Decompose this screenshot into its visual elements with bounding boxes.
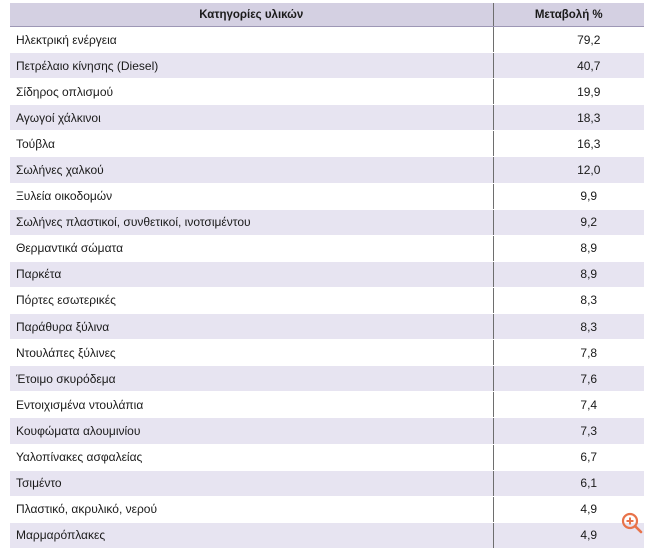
change-cell: 19,9 bbox=[492, 78, 644, 106]
table-row: Πετρέλαιο κίνησης (Diesel) 40,7 bbox=[10, 52, 644, 80]
change-cell: 7,4 bbox=[492, 391, 644, 419]
zoom-in-button[interactable] bbox=[620, 511, 644, 535]
category-cell: Παράθυρα ξύλινα bbox=[10, 313, 493, 341]
header-category: Κατηγορίες υλικών bbox=[10, 3, 493, 27]
category-cell: Τούβλα bbox=[10, 130, 493, 158]
table-row: Παρκέτα 8,9 bbox=[10, 261, 644, 288]
table-row: Τσιμέντο 6,1 bbox=[10, 470, 644, 497]
table-row: Υαλοπίνακες ασφαλείας 6,7 bbox=[10, 444, 644, 471]
table-row: Σίδηρος οπλισμού 19,9 bbox=[10, 78, 644, 106]
table-row: Θερμαντικά σώματα 8,9 bbox=[10, 235, 644, 262]
materials-price-change-table: Κατηγορίες υλικών Μεταβολή % Ηλεκτρική ε… bbox=[10, 3, 644, 549]
table-row: Αγωγοί χάλκινοι 18,3 bbox=[10, 104, 644, 132]
category-cell: Παρκέτα bbox=[10, 261, 493, 288]
change-cell: 79,2 bbox=[492, 26, 644, 54]
change-cell: 8,9 bbox=[492, 261, 644, 288]
table-row: Ντουλάπες ξύλινες 7,8 bbox=[10, 339, 644, 367]
category-cell: Υαλοπίνακες ασφαλείας bbox=[10, 444, 493, 471]
change-cell: 6,7 bbox=[492, 444, 644, 471]
change-cell: 7,6 bbox=[492, 365, 644, 393]
table-row: Ξυλεία οικοδομών 9,9 bbox=[10, 183, 644, 210]
category-cell: Σίδηρος οπλισμού bbox=[10, 78, 493, 106]
category-cell: Ηλεκτρική ενέργεια bbox=[10, 26, 493, 54]
category-cell: Πετρέλαιο κίνησης (Diesel) bbox=[10, 52, 493, 80]
zoom-in-icon bbox=[621, 512, 643, 534]
category-cell: Μαρμαρόπλακες bbox=[10, 522, 493, 549]
change-cell: 9,9 bbox=[492, 183, 644, 210]
category-cell: Τσιμέντο bbox=[10, 470, 493, 497]
change-cell: 8,3 bbox=[492, 287, 644, 315]
category-cell: Ξυλεία οικοδομών bbox=[10, 183, 493, 210]
change-cell: 40,7 bbox=[492, 52, 644, 80]
table-row: Παράθυρα ξύλινα 8,3 bbox=[10, 313, 644, 341]
category-cell: Πλαστικό, ακρυλικό, νερού bbox=[10, 496, 493, 523]
table-row: Πλαστικό, ακρυλικό, νερού 4,9 bbox=[10, 496, 644, 523]
table-row: Πόρτες εσωτερικές 8,3 bbox=[10, 287, 644, 315]
table-row: Κουφώματα αλουμινίου 7,3 bbox=[10, 417, 644, 445]
change-cell: 8,9 bbox=[492, 235, 644, 262]
table-row: Έτοιμο σκυρόδεμα 7,6 bbox=[10, 365, 644, 393]
category-cell: Ντουλάπες ξύλινες bbox=[10, 339, 493, 367]
change-cell: 7,8 bbox=[492, 339, 644, 367]
table-row: Σωλήνες χαλκού 12,0 bbox=[10, 156, 644, 184]
header-change-percent: Μεταβολή % bbox=[492, 3, 644, 27]
category-cell: Θερμαντικά σώματα bbox=[10, 235, 493, 262]
category-cell: Αγωγοί χάλκινοι bbox=[10, 104, 493, 132]
table-row: Σωλήνες πλαστικοί, συνθετικοί, ινοτσιμέν… bbox=[10, 209, 644, 236]
table-row: Μαρμαρόπλακες 4,9 bbox=[10, 522, 644, 549]
change-cell: 9,2 bbox=[492, 209, 644, 236]
change-cell: 18,3 bbox=[492, 104, 644, 132]
table-row: Τούβλα 16,3 bbox=[10, 130, 644, 158]
category-cell: Εντοιχισμένα ντουλάπια bbox=[10, 391, 493, 419]
change-cell: 12,0 bbox=[492, 156, 644, 184]
category-cell: Έτοιμο σκυρόδεμα bbox=[10, 365, 493, 393]
category-cell: Σωλήνες χαλκού bbox=[10, 156, 493, 184]
change-cell: 4,9 bbox=[492, 496, 644, 523]
category-cell: Σωλήνες πλαστικοί, συνθετικοί, ινοτσιμέν… bbox=[10, 209, 493, 236]
change-cell: 6,1 bbox=[492, 470, 644, 497]
category-cell: Πόρτες εσωτερικές bbox=[10, 287, 493, 315]
materials-table-container: Κατηγορίες υλικών Μεταβολή % Ηλεκτρική ε… bbox=[10, 3, 644, 549]
change-cell: 8,3 bbox=[492, 313, 644, 341]
change-cell: 16,3 bbox=[492, 130, 644, 158]
table-row: Εντοιχισμένα ντουλάπια 7,4 bbox=[10, 391, 644, 419]
table-header-row: Κατηγορίες υλικών Μεταβολή % bbox=[10, 3, 644, 27]
change-cell: 7,3 bbox=[492, 417, 644, 445]
table-row: Ηλεκτρική ενέργεια 79,2 bbox=[10, 26, 644, 54]
category-cell: Κουφώματα αλουμινίου bbox=[10, 417, 493, 445]
